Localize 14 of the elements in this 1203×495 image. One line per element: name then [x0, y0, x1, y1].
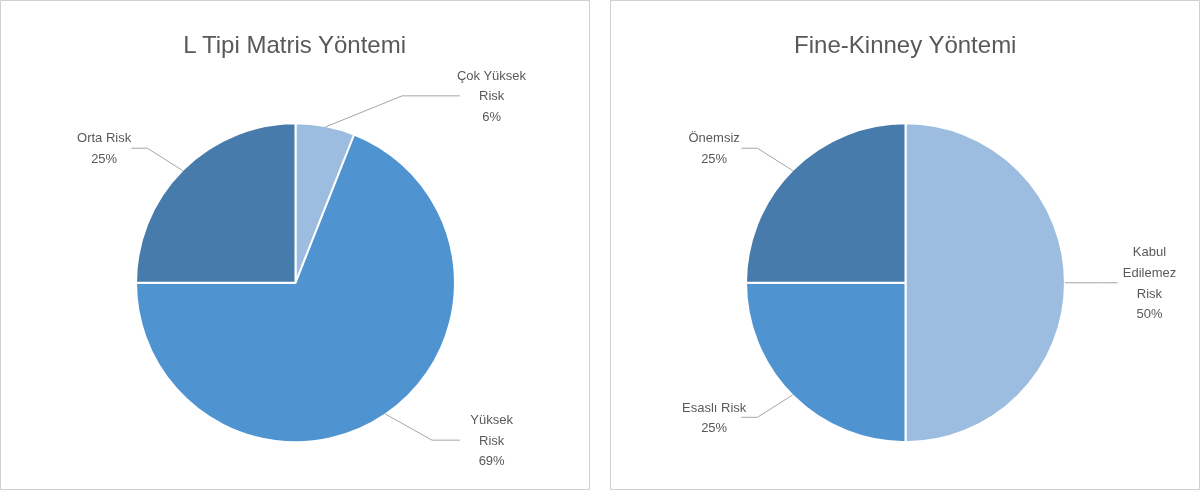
data-label: 6%: [482, 108, 502, 124]
data-label: 69%: [478, 453, 506, 469]
data-label: 25%: [701, 420, 728, 436]
data-label: 50%: [1136, 306, 1163, 322]
slice-label: Orta Risk: [77, 130, 132, 146]
slice-label: Esaslı Risk: [682, 399, 747, 415]
data-label: 25%: [91, 151, 118, 167]
slice-label: Kabul Edilemez Risk: [1122, 244, 1177, 301]
slice-label: Önemsiz: [688, 130, 740, 146]
slice-label: Çok Yüksek Risk: [456, 67, 527, 104]
chart-title: Fine-Kinney Yöntemi: [794, 31, 1017, 59]
chart-title: L Tipi Matris Yöntemi: [183, 31, 406, 59]
data-label: 25%: [701, 151, 728, 167]
slice-label: Yüksek Risk: [470, 412, 514, 448]
